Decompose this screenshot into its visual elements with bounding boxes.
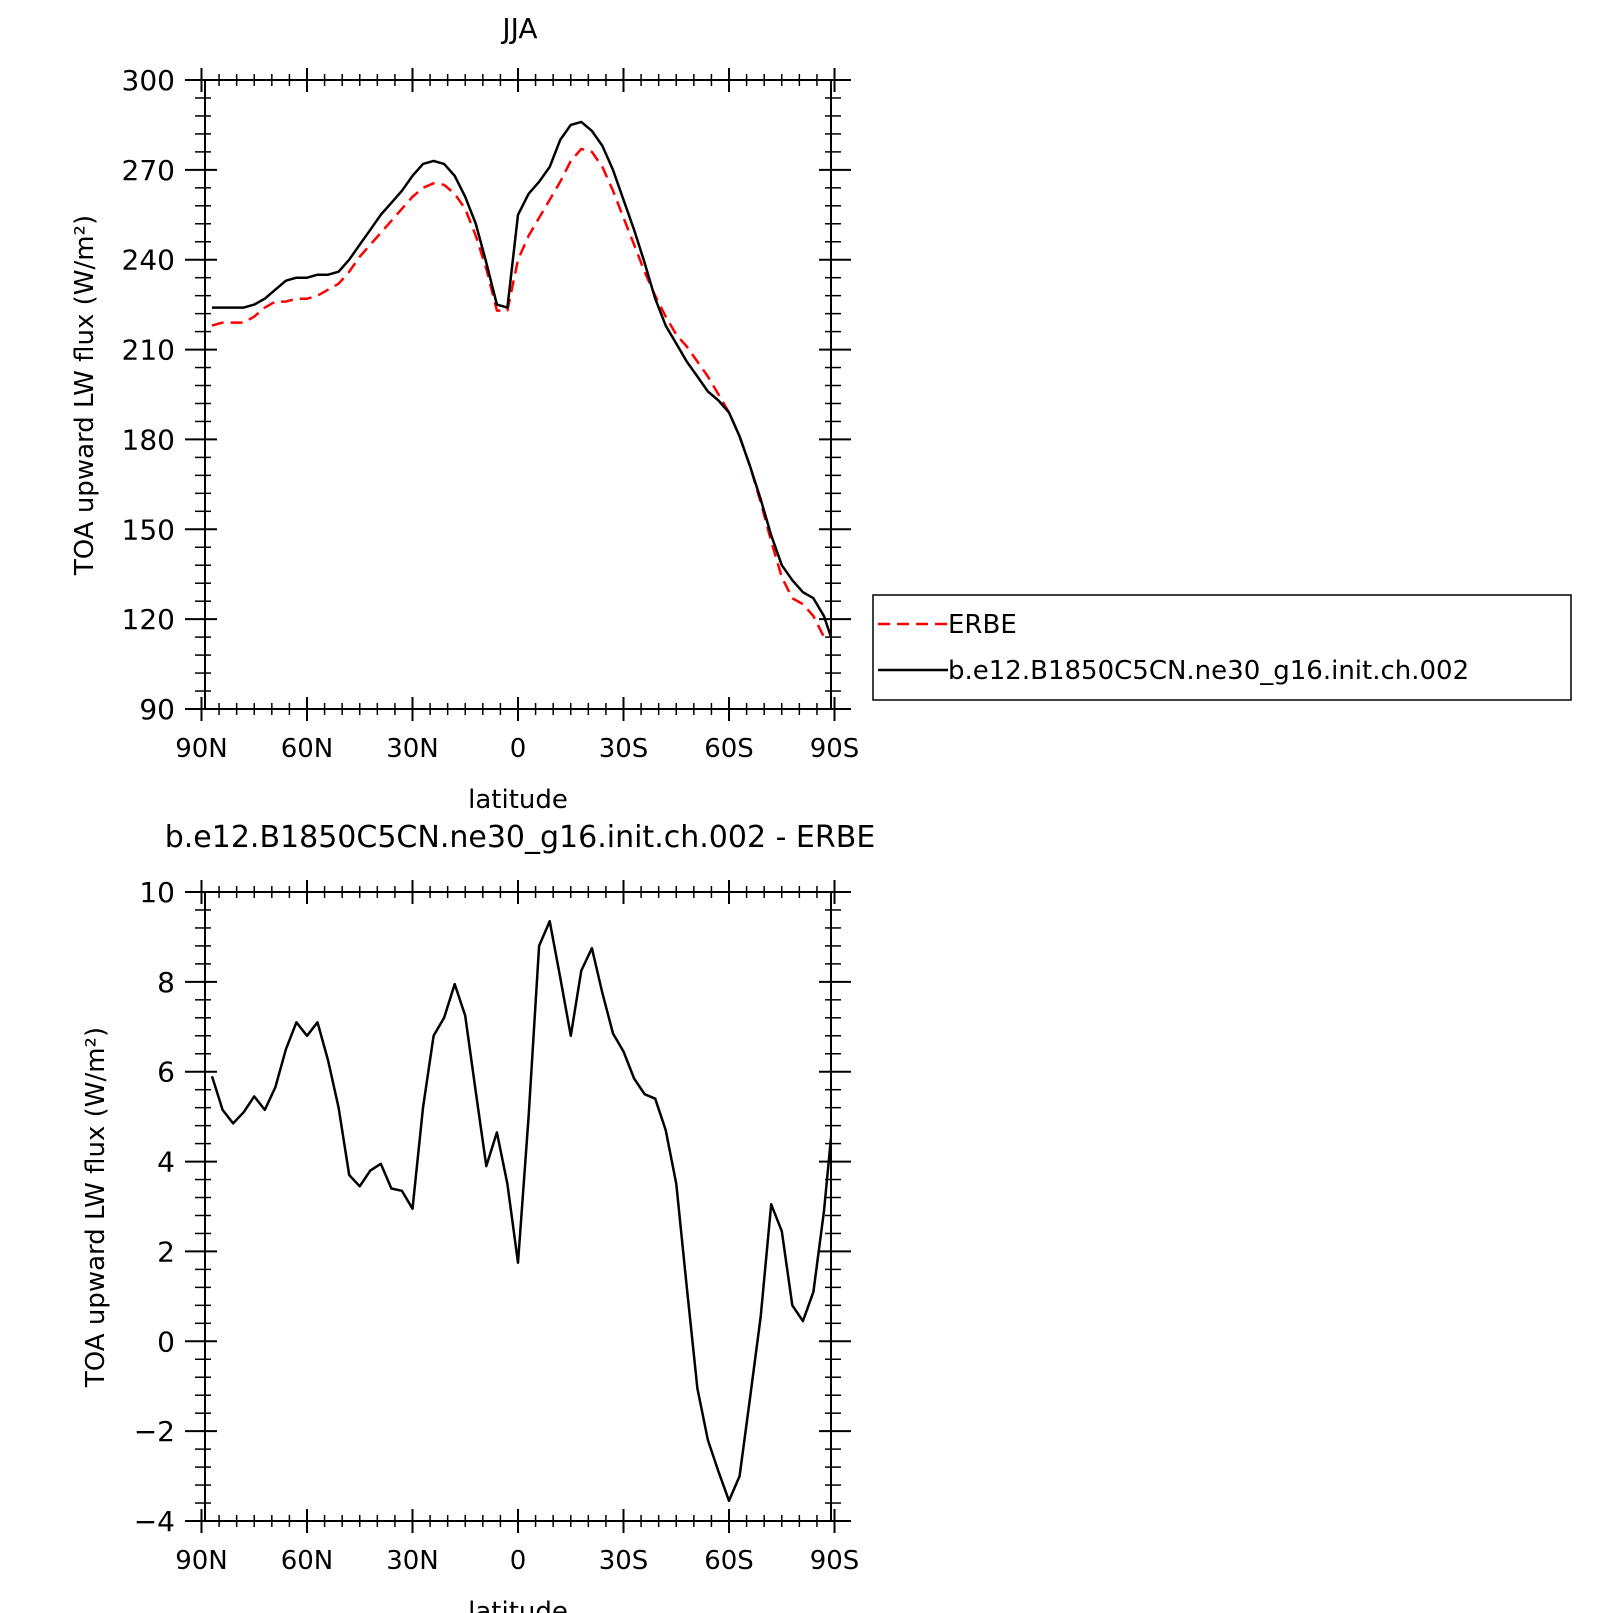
- x-tick-label: 30N: [386, 734, 439, 764]
- y-tick-label: 120: [122, 603, 175, 636]
- y-tick-label: 90: [139, 693, 175, 726]
- x-tick-label: 90S: [810, 734, 860, 764]
- y-tick-label: 150: [122, 513, 175, 546]
- y-tick-label: 300: [122, 64, 175, 97]
- legend-model-label: b.e12.B1850C5CN.ne30_g16.init.ch.002: [948, 656, 1469, 686]
- series-line-1-0: [210, 919, 831, 1503]
- series-line-0-1: [212, 120, 831, 638]
- x-tick-label: 0: [510, 1546, 527, 1576]
- x-tick-label: 0: [510, 734, 527, 764]
- bottom-plot-ticks: 90N 60N 30N 0 30S 60S 90S −4 −2 0 2 4 6 8 10: [134, 876, 860, 1576]
- y-tick-label: 210: [122, 334, 175, 367]
- y-tick-label: −2: [134, 1415, 175, 1448]
- top-plot-xlabel: latitude: [468, 785, 568, 815]
- legend-erbe-label: ERBE: [948, 610, 1017, 640]
- y-tick-label: 240: [122, 244, 175, 277]
- bottom-plot-title: b.e12.B1850C5CN.ne30_g16.init.ch.002 - E…: [165, 820, 876, 855]
- x-tick-label: 60S: [704, 1546, 754, 1576]
- x-tick-label: 60N: [281, 1546, 334, 1576]
- top-plot: JJA 90N 60N 30N 0 30S 60S 90S 90 120 150 180 210 240…: [70, 12, 859, 815]
- x-tick-label: 60N: [281, 734, 334, 764]
- legend-box: [872, 594, 1572, 701]
- y-tick-label: 6: [157, 1056, 175, 1089]
- y-tick-label: 270: [122, 154, 175, 187]
- top-plot-frame: [204, 79, 832, 710]
- top-plot-ticks: 90N 60N 30N 0 30S 60S 90S 90 120 150 180 210 240 270 3…: [122, 64, 860, 764]
- bottom-plot-series-group: [210, 919, 831, 1503]
- x-tick-label: 90N: [175, 1546, 228, 1576]
- bottom-plot: b.e12.B1850C5CN.ne30_g16.init.ch.002 - E…: [81, 820, 876, 1613]
- top-plot-title: JJA: [500, 12, 537, 45]
- x-tick-label: 60S: [704, 734, 754, 764]
- bottom-plot-frame: [204, 891, 832, 1522]
- x-tick-label: 30S: [599, 734, 649, 764]
- legend: ERBE b.e12.B1850C5CN.ne30_g16.init.ch.00…: [872, 594, 1572, 701]
- top-plot-series-group: [211, 120, 831, 638]
- x-tick-label: 90S: [810, 1546, 860, 1576]
- y-tick-label: 4: [157, 1146, 175, 1179]
- y-tick-label: 0: [157, 1325, 175, 1358]
- bottom-plot-xlabel: latitude: [468, 1597, 568, 1613]
- y-tick-label: 180: [122, 423, 175, 456]
- x-tick-label: 30N: [386, 1546, 439, 1576]
- y-tick-label: 8: [157, 966, 175, 999]
- y-tick-label: −4: [134, 1505, 175, 1538]
- x-tick-label: 30S: [599, 1546, 649, 1576]
- y-tick-label: 10: [139, 876, 175, 909]
- y-tick-label: 2: [157, 1235, 175, 1268]
- bottom-plot-ylabel: TOA upward LW flux (W/m²): [81, 1027, 111, 1388]
- top-plot-ylabel: TOA upward LW flux (W/m²): [70, 215, 100, 576]
- x-tick-label: 90N: [175, 734, 228, 764]
